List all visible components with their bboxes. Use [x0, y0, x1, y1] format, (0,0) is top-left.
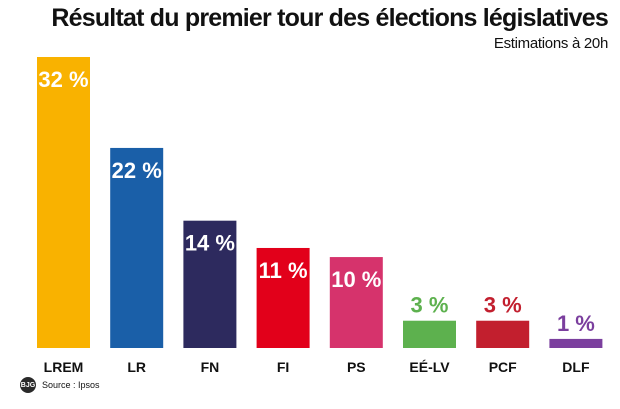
bar-lr: [110, 147, 164, 348]
category-label: FN: [201, 359, 220, 375]
bar-pcf: [476, 320, 530, 348]
bar-fi: [256, 247, 310, 348]
category-label: DLF: [562, 359, 590, 375]
chart-title: Résultat du premier tour des élections l…: [51, 4, 608, 32]
bar-ps: [329, 257, 383, 348]
brand-logo: BJG: [20, 377, 36, 393]
category-label: FI: [277, 359, 289, 375]
bar-value-label: 32 %: [38, 67, 88, 92]
bar-value-label: 1 %: [557, 311, 595, 336]
bar-value-label: 3 %: [411, 293, 449, 318]
bar-value-label: 3 %: [484, 293, 522, 318]
category-label: LREM: [44, 359, 84, 375]
category-label: EÉ-LV: [409, 359, 450, 375]
bar-value-label: 14 %: [185, 231, 235, 256]
bar-value-label: 22 %: [112, 158, 162, 183]
chart-subtitle: Estimations à 20h: [493, 35, 608, 52]
category-label: PS: [347, 359, 366, 375]
bar-lrem: [37, 57, 90, 348]
source-attribution: BJG Source : Ipsos: [20, 376, 100, 394]
source-text: Source : Ipsos: [42, 380, 100, 390]
category-label: PCF: [489, 359, 517, 375]
bar-value-label: 10 %: [331, 267, 381, 292]
bar-eé-lv: [403, 320, 456, 348]
bar-value-label: 11 %: [259, 258, 308, 283]
category-label: LR: [127, 359, 146, 375]
bar-dlf: [549, 338, 603, 348]
bar-fn: [183, 220, 237, 348]
